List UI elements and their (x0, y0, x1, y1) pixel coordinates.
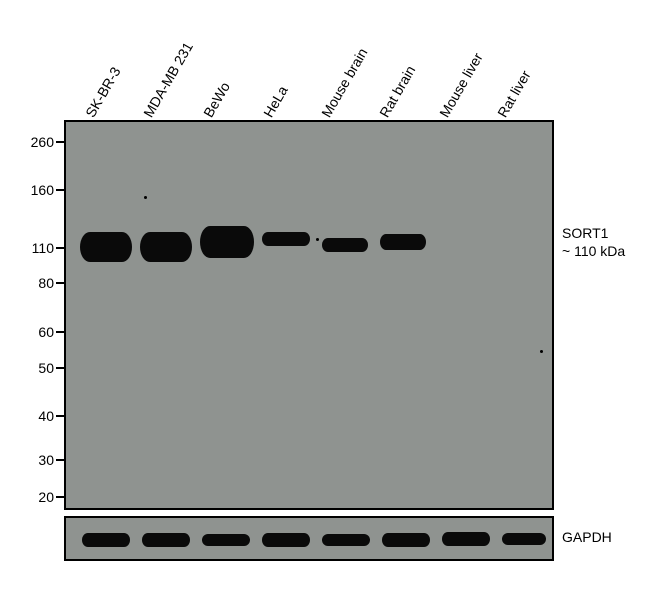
lane-label: MDA-MB 231 (140, 39, 196, 120)
loading-control-label: GAPDH (562, 528, 612, 546)
mw-label: 80 (4, 275, 54, 291)
gapdh-blot-panel (64, 516, 554, 561)
gapdh-band (382, 533, 430, 547)
artifact-speck (316, 238, 319, 241)
target-name: SORT1 (562, 225, 608, 241)
lane-label: HeLa (260, 83, 291, 120)
mw-label: 160 (4, 182, 54, 198)
gapdh-band (442, 532, 490, 546)
protein-band (200, 226, 254, 258)
gapdh-band (142, 533, 190, 547)
protein-band (140, 232, 192, 262)
gapdh-band (502, 533, 546, 545)
mw-label: 60 (4, 324, 54, 340)
gapdh-band (322, 534, 370, 546)
protein-band (80, 232, 132, 262)
lane-label: BeWo (200, 79, 233, 120)
protein-band (380, 234, 426, 250)
protein-band (322, 238, 368, 252)
gapdh-band (262, 533, 310, 547)
target-label: SORT1 ~ 110 kDa (562, 224, 625, 260)
lane-label: Rat brain (376, 63, 418, 120)
mw-label: 110 (4, 240, 54, 256)
lane-label: SK-BR-3 (82, 64, 123, 120)
artifact-speck (144, 196, 147, 199)
western-blot-figure: SK-BR-3MDA-MB 231BeWoHeLaMouse brainRat … (0, 0, 650, 603)
artifact-speck (540, 350, 543, 353)
main-blot-panel (64, 120, 554, 510)
mw-label: 20 (4, 489, 54, 505)
mw-label: 260 (4, 134, 54, 150)
loading-control-name: GAPDH (562, 529, 612, 545)
lane-label: Mouse brain (318, 45, 370, 120)
lane-label: Rat liver (494, 68, 534, 120)
mw-label: 50 (4, 360, 54, 376)
blots-container (64, 120, 554, 561)
mw-label: 30 (4, 452, 54, 468)
lane-label: Mouse liver (436, 50, 486, 120)
target-mw: ~ 110 kDa (562, 243, 625, 259)
gapdh-band (82, 533, 130, 547)
protein-band (262, 232, 310, 246)
mw-label: 40 (4, 408, 54, 424)
mw-markers-column: 260 160 110 80 60 50 40 30 20 (0, 120, 60, 510)
lane-labels-row: SK-BR-3MDA-MB 231BeWoHeLaMouse brainRat … (70, 0, 550, 120)
gapdh-band (202, 534, 250, 546)
